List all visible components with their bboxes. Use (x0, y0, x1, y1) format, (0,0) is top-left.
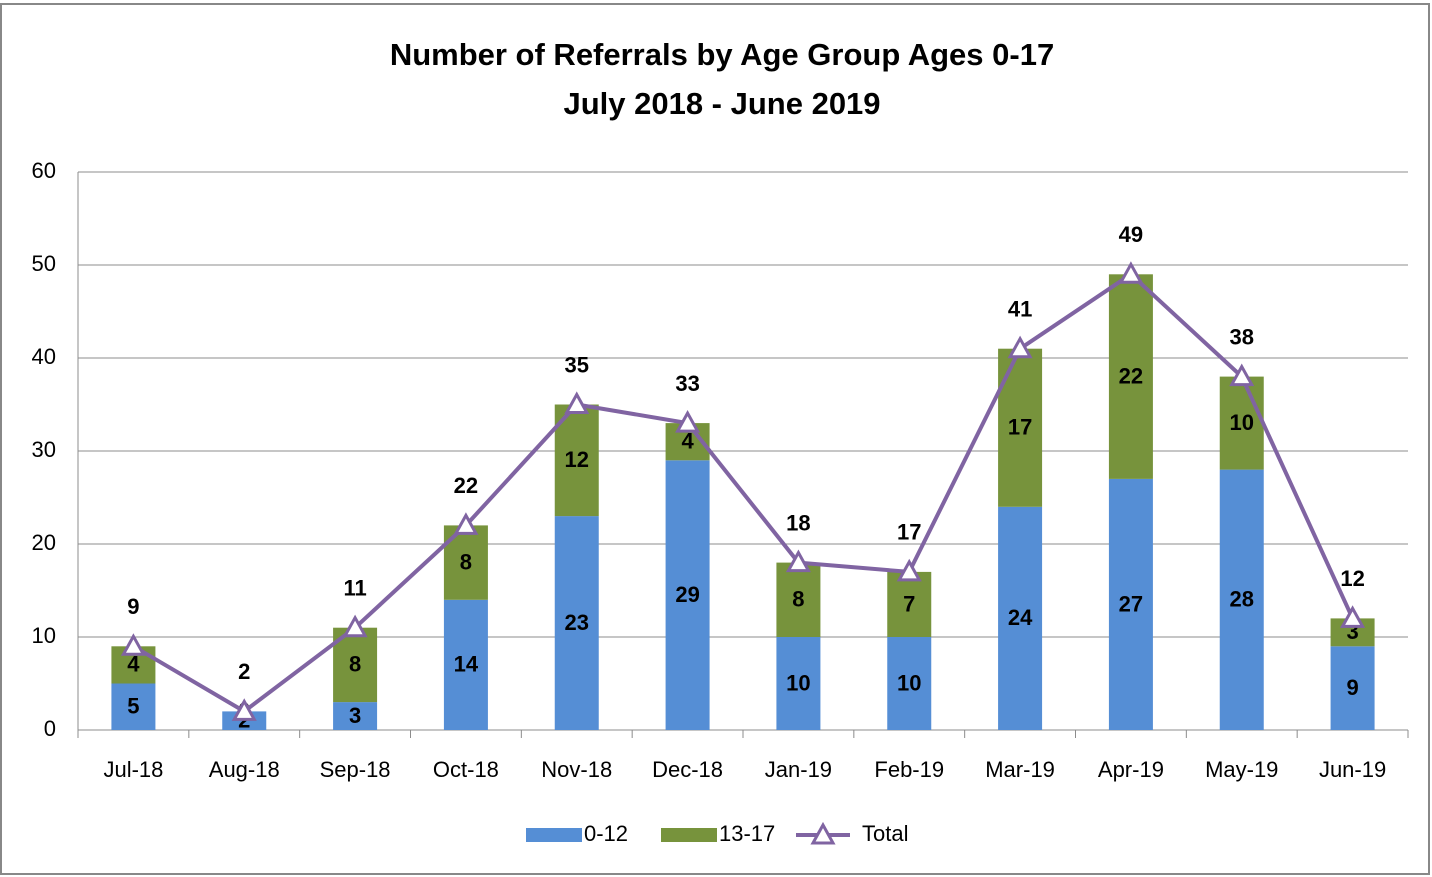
total-label: 18 (786, 510, 810, 535)
chart-border (0, 3, 1430, 875)
data-label: 17 (1008, 415, 1032, 440)
bar (1330, 646, 1375, 730)
x-tick-label: Jul-18 (103, 757, 163, 782)
chart-subtitle: July 2018 - June 2019 (563, 86, 880, 121)
total-label: 17 (897, 520, 921, 545)
data-label: 8 (792, 587, 804, 612)
data-label: 24 (1008, 605, 1033, 630)
legend-swatch (526, 828, 582, 842)
data-label: 10 (786, 670, 810, 695)
total-label: 41 (1008, 297, 1032, 322)
marker (120, 633, 146, 656)
legend-label: 13-17 (719, 821, 775, 846)
total-label: 11 (343, 576, 366, 601)
x-tick-label: Aug-18 (209, 757, 280, 782)
marker (675, 410, 701, 433)
x-tick-label: Apr-19 (1098, 757, 1164, 782)
legend-swatch (810, 821, 836, 845)
total-label: 35 (565, 352, 589, 377)
data-label: 4 (127, 652, 140, 677)
data-label: 22 (1119, 363, 1143, 388)
bar (111, 683, 156, 730)
data-label: 12 (565, 447, 589, 472)
marker (896, 558, 922, 582)
bar (776, 562, 821, 637)
total-label: 38 (1230, 324, 1254, 349)
bar (333, 702, 378, 730)
bar (998, 506, 1043, 730)
bar (1108, 274, 1153, 479)
marker (231, 698, 257, 721)
y-tick-label: 40 (32, 344, 56, 369)
bar (1219, 469, 1264, 730)
data-label: 10 (897, 670, 921, 695)
bar (665, 460, 710, 730)
marker (785, 549, 811, 573)
data-label: 5 (127, 694, 139, 719)
x-tick-label: Oct-18 (433, 757, 499, 782)
bar (1219, 376, 1264, 470)
total-label: 22 (454, 473, 478, 498)
legend-label: Total (862, 821, 908, 846)
line (132, 272, 1355, 714)
data-label: 7 (903, 591, 915, 616)
data-label: 8 (460, 549, 472, 574)
marker (1007, 335, 1033, 359)
x-tick-label: Dec-18 (652, 757, 723, 782)
total-label: 12 (1340, 566, 1364, 591)
x-tick-label: May-19 (1205, 757, 1278, 782)
y-tick-label: 10 (32, 623, 56, 648)
x-tick-label: Sep-18 (320, 757, 391, 782)
data-label: 27 (1119, 591, 1143, 616)
y-tick-label: 20 (32, 530, 56, 555)
total-label: 2 (238, 659, 250, 684)
x-tick-label: Nov-18 (541, 757, 612, 782)
x-tick-label: Jun-19 (1319, 757, 1386, 782)
total-label: 9 (127, 594, 139, 619)
total-label: 49 (1119, 222, 1143, 247)
marker (453, 512, 479, 535)
data-label: 9 (1346, 675, 1358, 700)
marker (342, 614, 368, 638)
data-label: 10 (1230, 410, 1254, 435)
bar (887, 637, 932, 730)
data-label: 14 (454, 652, 479, 677)
y-tick-label: 30 (32, 437, 56, 462)
x-tick-label: Feb-19 (874, 757, 944, 782)
marker (564, 391, 590, 414)
bar (776, 637, 821, 730)
data-label: 23 (565, 610, 589, 635)
bar (443, 599, 488, 730)
data-label: 4 (681, 429, 694, 454)
data-label: 28 (1230, 587, 1254, 612)
y-tick-label: 0 (44, 716, 56, 741)
data-label: 8 (349, 652, 361, 677)
bar (887, 571, 932, 637)
data-label: 3 (349, 703, 361, 728)
marker (1229, 363, 1255, 387)
x-tick-label: Mar-19 (985, 757, 1055, 782)
x-tick-label: Jan-19 (765, 757, 832, 782)
data-label: 29 (675, 582, 699, 607)
bar (554, 516, 599, 730)
marker (1118, 261, 1144, 284)
chart-title: Number of Referrals by Age Group Ages 0-… (390, 37, 1054, 72)
total-label: 33 (675, 371, 699, 396)
bar (1108, 478, 1153, 730)
y-tick-label: 50 (32, 251, 56, 276)
legend-swatch (661, 828, 717, 842)
marker (1340, 605, 1366, 628)
y-tick-label: 60 (32, 158, 56, 183)
legend-label: 0-12 (584, 821, 628, 846)
